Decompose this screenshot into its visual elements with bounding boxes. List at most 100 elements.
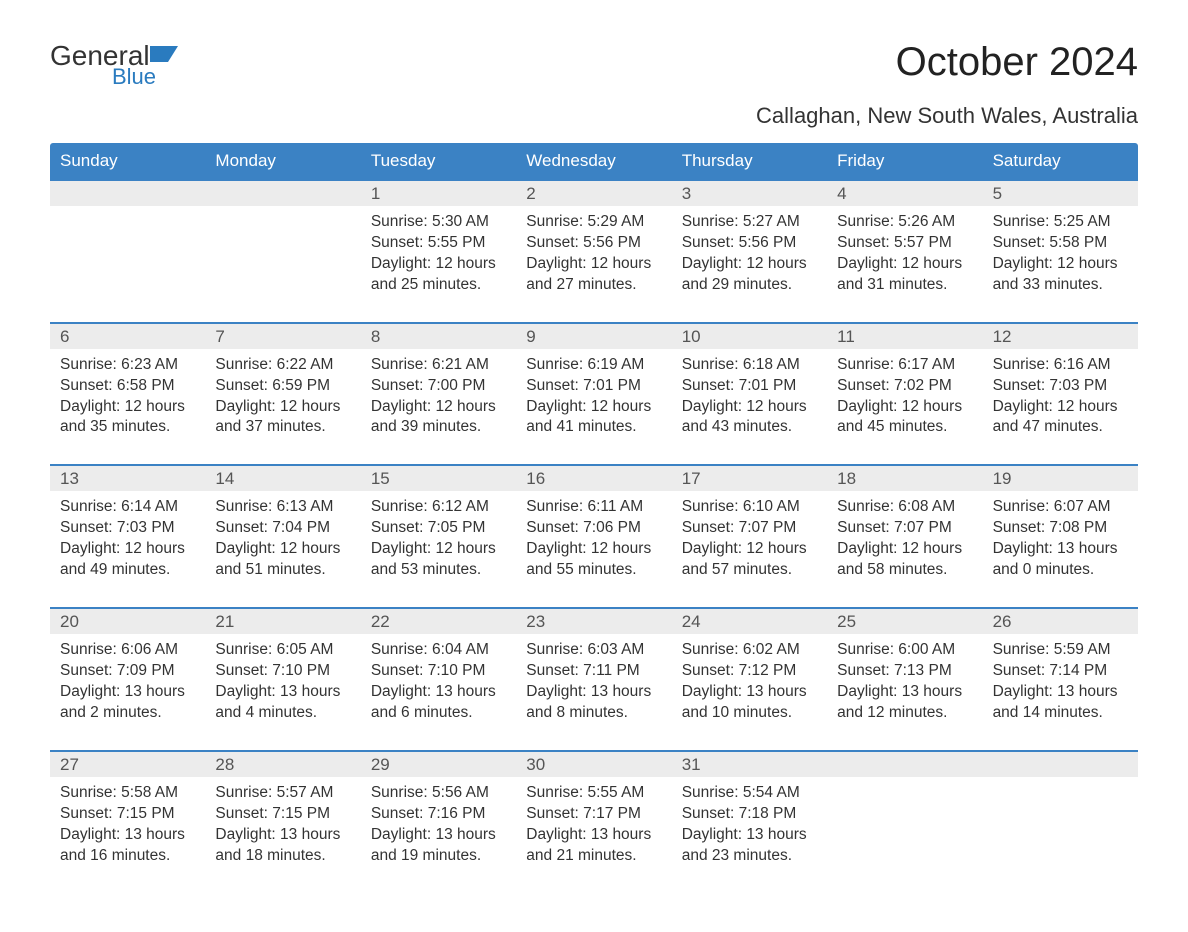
day-number-row: 20212223242526 (50, 607, 1138, 634)
sunset-line: Sunset: 7:17 PM (526, 804, 661, 825)
day-cell: Sunrise: 6:06 AMSunset: 7:09 PMDaylight:… (50, 634, 205, 750)
day2-line: and 6 minutes. (371, 703, 506, 724)
day-cell: Sunrise: 5:54 AMSunset: 7:18 PMDaylight:… (672, 777, 827, 893)
sunset-line: Sunset: 7:11 PM (526, 661, 661, 682)
day2-line: and 12 minutes. (837, 703, 972, 724)
day1-line: Daylight: 12 hours (371, 254, 506, 275)
day-number: 20 (50, 609, 205, 634)
logo-text-sub: Blue (112, 64, 184, 90)
day-cell: Sunrise: 6:00 AMSunset: 7:13 PMDaylight:… (827, 634, 982, 750)
day1-line: Daylight: 12 hours (682, 397, 817, 418)
col-monday: Monday (205, 143, 360, 179)
sunrise-line: Sunrise: 6:05 AM (215, 640, 350, 661)
day-number: 3 (672, 181, 827, 206)
sunrise-line: Sunrise: 6:10 AM (682, 497, 817, 518)
sunset-line: Sunset: 7:04 PM (215, 518, 350, 539)
day-number: 2 (516, 181, 671, 206)
day1-line: Daylight: 12 hours (60, 397, 195, 418)
day-cell: Sunrise: 5:25 AMSunset: 5:58 PMDaylight:… (983, 206, 1138, 322)
sunset-line: Sunset: 7:12 PM (682, 661, 817, 682)
day-cell: Sunrise: 5:29 AMSunset: 5:56 PMDaylight:… (516, 206, 671, 322)
day-number (827, 752, 982, 777)
week-block: 12345Sunrise: 5:30 AMSunset: 5:55 PMDayl… (50, 179, 1138, 322)
sunrise-line: Sunrise: 6:12 AM (371, 497, 506, 518)
day-number: 10 (672, 324, 827, 349)
day1-line: Daylight: 13 hours (837, 682, 972, 703)
day1-line: Daylight: 12 hours (837, 397, 972, 418)
col-friday: Friday (827, 143, 982, 179)
day-cell (205, 206, 360, 322)
sunrise-line: Sunrise: 6:00 AM (837, 640, 972, 661)
day1-line: Daylight: 13 hours (371, 825, 506, 846)
day1-line: Daylight: 13 hours (371, 682, 506, 703)
day-cell: Sunrise: 6:08 AMSunset: 7:07 PMDaylight:… (827, 491, 982, 607)
day2-line: and 18 minutes. (215, 846, 350, 867)
day2-line: and 0 minutes. (993, 560, 1128, 581)
day-cell (827, 777, 982, 893)
sunset-line: Sunset: 5:58 PM (993, 233, 1128, 254)
day-number: 22 (361, 609, 516, 634)
day-number: 14 (205, 466, 360, 491)
day1-line: Daylight: 13 hours (993, 539, 1128, 560)
sunrise-line: Sunrise: 6:21 AM (371, 355, 506, 376)
sunrise-line: Sunrise: 6:03 AM (526, 640, 661, 661)
day-number: 29 (361, 752, 516, 777)
sunrise-line: Sunrise: 6:18 AM (682, 355, 817, 376)
sunrise-line: Sunrise: 5:55 AM (526, 783, 661, 804)
sunset-line: Sunset: 6:58 PM (60, 376, 195, 397)
col-sunday: Sunday (50, 143, 205, 179)
day-cell: Sunrise: 6:17 AMSunset: 7:02 PMDaylight:… (827, 349, 982, 465)
sunset-line: Sunset: 7:00 PM (371, 376, 506, 397)
day2-line: and 16 minutes. (60, 846, 195, 867)
day-number: 9 (516, 324, 671, 349)
day-cell: Sunrise: 6:21 AMSunset: 7:00 PMDaylight:… (361, 349, 516, 465)
sunset-line: Sunset: 7:06 PM (526, 518, 661, 539)
col-saturday: Saturday (983, 143, 1138, 179)
day1-line: Daylight: 13 hours (682, 682, 817, 703)
day-cell: Sunrise: 6:19 AMSunset: 7:01 PMDaylight:… (516, 349, 671, 465)
col-tuesday: Tuesday (361, 143, 516, 179)
day-number: 1 (361, 181, 516, 206)
day1-line: Daylight: 13 hours (60, 825, 195, 846)
day2-line: and 2 minutes. (60, 703, 195, 724)
day1-line: Daylight: 13 hours (215, 682, 350, 703)
day2-line: and 51 minutes. (215, 560, 350, 581)
day-number: 15 (361, 466, 516, 491)
day1-line: Daylight: 13 hours (60, 682, 195, 703)
day1-line: Daylight: 13 hours (526, 682, 661, 703)
day-cell: Sunrise: 5:57 AMSunset: 7:15 PMDaylight:… (205, 777, 360, 893)
day2-line: and 23 minutes. (682, 846, 817, 867)
day-cell: Sunrise: 6:10 AMSunset: 7:07 PMDaylight:… (672, 491, 827, 607)
sunset-line: Sunset: 7:09 PM (60, 661, 195, 682)
day-number: 31 (672, 752, 827, 777)
day-number: 5 (983, 181, 1138, 206)
sunset-line: Sunset: 7:03 PM (993, 376, 1128, 397)
day-number: 13 (50, 466, 205, 491)
day-number: 19 (983, 466, 1138, 491)
sunset-line: Sunset: 7:03 PM (60, 518, 195, 539)
day-cell (983, 777, 1138, 893)
day-cell: Sunrise: 5:56 AMSunset: 7:16 PMDaylight:… (361, 777, 516, 893)
header: General Blue October 2024 Callaghan, New… (50, 40, 1138, 129)
day-cell-row: Sunrise: 6:06 AMSunset: 7:09 PMDaylight:… (50, 634, 1138, 750)
day1-line: Daylight: 12 hours (682, 254, 817, 275)
sunrise-line: Sunrise: 6:02 AM (682, 640, 817, 661)
day1-line: Daylight: 12 hours (682, 539, 817, 560)
day1-line: Daylight: 12 hours (526, 397, 661, 418)
day-number (983, 752, 1138, 777)
day2-line: and 19 minutes. (371, 846, 506, 867)
day-number: 6 (50, 324, 205, 349)
sunrise-line: Sunrise: 5:57 AM (215, 783, 350, 804)
sunset-line: Sunset: 7:01 PM (682, 376, 817, 397)
day2-line: and 27 minutes. (526, 275, 661, 296)
day2-line: and 47 minutes. (993, 417, 1128, 438)
day1-line: Daylight: 12 hours (60, 539, 195, 560)
day2-line: and 14 minutes. (993, 703, 1128, 724)
sunset-line: Sunset: 5:56 PM (526, 233, 661, 254)
day1-line: Daylight: 12 hours (526, 539, 661, 560)
day-cell: Sunrise: 6:22 AMSunset: 6:59 PMDaylight:… (205, 349, 360, 465)
day-number: 17 (672, 466, 827, 491)
weeks-container: 12345Sunrise: 5:30 AMSunset: 5:55 PMDayl… (50, 179, 1138, 892)
sunrise-line: Sunrise: 6:04 AM (371, 640, 506, 661)
day-number: 4 (827, 181, 982, 206)
